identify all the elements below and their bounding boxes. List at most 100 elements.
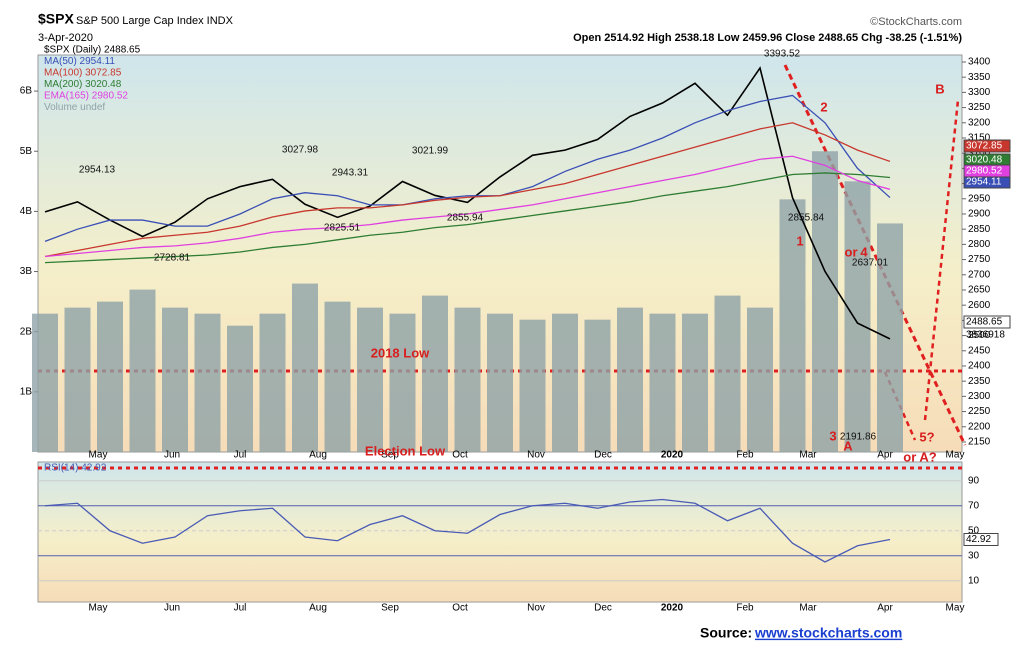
wave-label: 2	[820, 99, 827, 114]
volume-tick-label: 3B	[20, 266, 33, 277]
wave-label: 4	[860, 244, 868, 259]
y-tick-label: 3400	[968, 57, 991, 68]
source-link[interactable]: www.stockcharts.com	[754, 625, 902, 641]
price-tag-label: 3020.48	[966, 155, 1003, 166]
volume-bar	[422, 295, 448, 452]
rsi-tick-label: 30	[968, 550, 980, 561]
wave-label: or A?	[903, 449, 937, 464]
y-tick-label: 2500	[968, 330, 991, 341]
credit: ©StockCharts.com	[870, 16, 962, 28]
price-tag-label: 3072.85	[966, 141, 1003, 152]
volume-bar	[357, 307, 383, 452]
ma-line	[44, 155, 891, 258]
x-tick-label: Aug	[309, 450, 327, 461]
volume-bar	[32, 313, 58, 452]
x-tick-label: Oct	[452, 450, 468, 461]
rsi-tick-label: 10	[968, 575, 980, 586]
y-tick-label: 2700	[968, 269, 991, 280]
rsi-panel	[37, 461, 963, 603]
volume-bar	[714, 295, 741, 452]
price-tag-label: 2488.65	[966, 317, 1003, 328]
volume-bar	[682, 313, 708, 452]
x-tick-label: Nov	[527, 603, 545, 614]
volume-bar	[584, 319, 611, 452]
x-tick-label: Mar	[799, 450, 817, 461]
volume-bar	[552, 313, 578, 452]
x-tick-label: Nov	[527, 450, 545, 461]
x-tick-label: Feb	[736, 603, 754, 614]
x-tick-label: May	[89, 450, 108, 461]
volume-bar	[454, 307, 481, 452]
x-tick-label: Sep	[381, 450, 399, 461]
price-annotation: 2728.81	[154, 253, 191, 264]
y-tick-label: 2450	[968, 345, 991, 356]
volume-bar	[877, 223, 903, 452]
legend-entry: EMA(165) 2980.52	[44, 91, 128, 102]
wave-label: 3	[829, 428, 836, 443]
price-tag-label: 2954.11	[966, 177, 1002, 188]
x-tick-label: May	[946, 603, 965, 614]
volume-bar	[162, 307, 188, 452]
price-annotation: 2825.51	[324, 223, 361, 234]
y-tick-label: 2650	[968, 285, 991, 296]
rsi-tick-label: 50	[968, 525, 980, 536]
ohlc: Open 2514.92 High 2538.18 Low 2459.96 Cl…	[573, 32, 962, 44]
x-tick-label: Sep	[381, 603, 399, 614]
y-tick-label: 2750	[968, 254, 991, 265]
price-annotation: 2855.84	[788, 213, 825, 224]
x-tick-label: Dec	[594, 450, 612, 461]
x-tick-label: Jul	[234, 450, 247, 461]
trend-line	[783, 64, 967, 446]
volume-bar	[259, 313, 286, 452]
y-tick-label: 2950	[968, 193, 991, 204]
x-tick-label: Feb	[736, 450, 754, 461]
x-tick-label: Dec	[594, 603, 612, 614]
wave-label: or	[845, 244, 858, 259]
x-tick-label: Mar	[799, 603, 817, 614]
rsi-tag	[963, 533, 999, 546]
price-annotation: 2191.86	[840, 432, 877, 443]
price-annotation: 2855.94	[447, 213, 484, 224]
y-tick-label: 3200	[968, 117, 991, 128]
source-label: Source:	[700, 625, 752, 641]
price-tag	[963, 164, 1011, 178]
volume-bar	[779, 199, 806, 452]
price-annotation: 2637.01	[852, 258, 889, 269]
x-tick-label: Jun	[164, 450, 180, 461]
volume-bar	[812, 151, 838, 452]
volume-bar	[747, 307, 773, 452]
y-tick-label: 2400	[968, 361, 991, 372]
price-annotation: 2943.31	[332, 168, 369, 179]
y-tick-label: 3250	[968, 102, 991, 113]
date: 3-Apr-2020	[38, 32, 93, 44]
y-tick-label: 2350	[968, 376, 991, 387]
volume-bar	[617, 307, 643, 452]
price-tag-label: 2980.52	[966, 166, 1003, 177]
volume-bar	[194, 313, 221, 452]
ma-line	[44, 94, 891, 242]
y-tick-label: 3300	[968, 87, 991, 98]
wave-label: 5?	[919, 429, 934, 444]
price-annotation: 3021.99	[412, 146, 449, 157]
x-tick-label: May	[946, 450, 965, 461]
volume-bar	[292, 283, 318, 452]
wave-label: A	[843, 438, 853, 453]
price-line	[44, 66, 891, 340]
price-tag	[963, 139, 1011, 153]
volume-tag-label: 3836918	[966, 330, 1005, 341]
y-tick-label: 2150	[968, 437, 991, 448]
y-tick-label: 2800	[968, 239, 991, 250]
volume-bar	[324, 301, 351, 452]
legend-entry: MA(200) 3020.48	[44, 79, 122, 90]
volume-tick-label: 2B	[20, 326, 33, 337]
volume-bar	[97, 301, 123, 452]
price-annotation: 2954.13	[79, 165, 116, 176]
y-tick-label: 3100	[968, 148, 991, 159]
legend-entry: MA(100) 3072.85	[44, 68, 122, 79]
index-name: S&P 500 Large Cap Index INDX	[76, 15, 234, 27]
y-tick-label: 2600	[968, 300, 991, 311]
rsi-tick-label: 70	[968, 500, 980, 511]
x-tick-label: Jul	[234, 603, 247, 614]
price-annotation: 3393.52	[764, 49, 801, 60]
legend-entry: RSI(14) 42.92	[44, 463, 107, 474]
